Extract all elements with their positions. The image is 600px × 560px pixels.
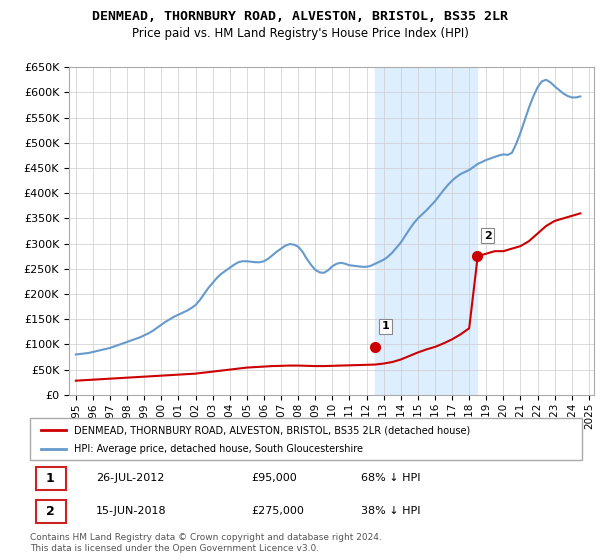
Bar (35, 467, 66, 489)
Text: 26-JUL-2012: 26-JUL-2012 (96, 473, 164, 483)
Text: 1: 1 (46, 472, 55, 485)
Text: DENMEAD, THORNBURY ROAD, ALVESTON, BRISTOL, BS35 2LR: DENMEAD, THORNBURY ROAD, ALVESTON, BRIST… (92, 10, 508, 23)
Text: £95,000: £95,000 (251, 473, 296, 483)
Text: 68% ↓ HPI: 68% ↓ HPI (361, 473, 421, 483)
Text: £275,000: £275,000 (251, 506, 304, 516)
Text: 38% ↓ HPI: 38% ↓ HPI (361, 506, 421, 516)
Text: 15-JUN-2018: 15-JUN-2018 (96, 506, 167, 516)
Text: 1: 1 (382, 321, 389, 332)
Text: HPI: Average price, detached house, South Gloucestershire: HPI: Average price, detached house, Sout… (74, 444, 363, 454)
Text: DENMEAD, THORNBURY ROAD, ALVESTON, BRISTOL, BS35 2LR (detached house): DENMEAD, THORNBURY ROAD, ALVESTON, BRIST… (74, 425, 470, 435)
Bar (375, 67, 477, 395)
Text: 2: 2 (484, 231, 491, 241)
Text: 2: 2 (46, 505, 55, 518)
Bar (35, 500, 66, 522)
Text: Contains HM Land Registry data © Crown copyright and database right 2024.
This d: Contains HM Land Registry data © Crown c… (30, 533, 382, 553)
Text: Price paid vs. HM Land Registry's House Price Index (HPI): Price paid vs. HM Land Registry's House … (131, 27, 469, 40)
